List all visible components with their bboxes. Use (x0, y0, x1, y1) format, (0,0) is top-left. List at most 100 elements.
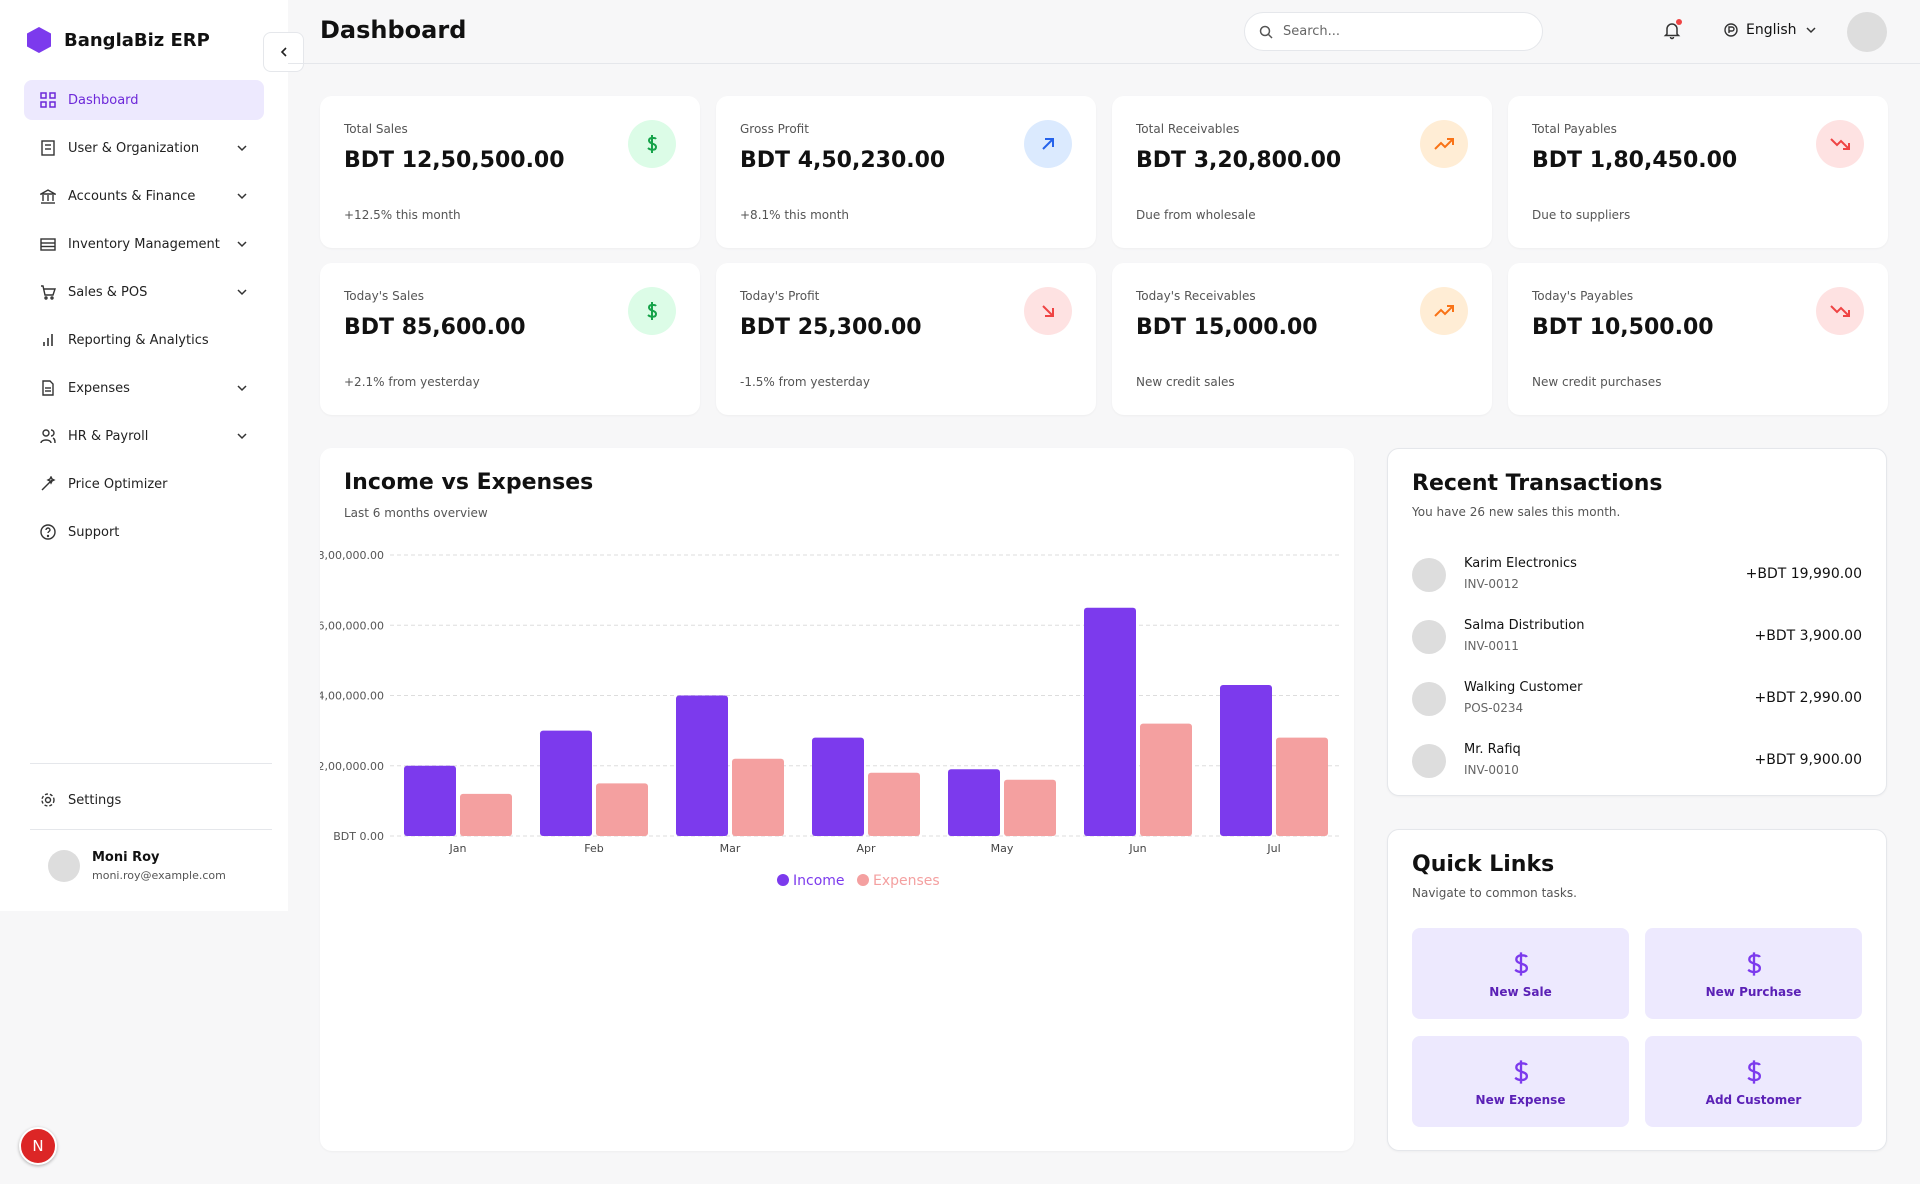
kpi-icon (1024, 287, 1072, 335)
transaction-amount: +BDT 2,990.00 (1754, 690, 1862, 706)
quick-links-title: Quick Links (1412, 852, 1555, 877)
nav-label: Settings (68, 792, 122, 808)
kpi-note: New credit purchases (1532, 375, 1662, 389)
chart: BDT 0.00 BDT 2,00,000.00 BDT 4,00,000.00 BD… (320, 549, 1342, 889)
nav-item[interactable]: Inventory Management (24, 224, 264, 264)
kpi-note: +12.5% this month (344, 208, 461, 222)
nav-item[interactable]: Sales & POS (24, 272, 264, 312)
divider (30, 829, 272, 830)
icon (1746, 951, 1761, 976)
brand-name: BanglaBiz ERP (64, 29, 210, 51)
nav-label: Dashboard (68, 92, 139, 108)
nav-item[interactable]: Support (24, 512, 264, 552)
x-tick-label: Apr (856, 842, 876, 855)
nav-label: Expenses (68, 380, 130, 396)
quick-links-subtitle: Navigate to common tasks. (1412, 886, 1577, 900)
quick-link-label: Add Customer (1705, 1092, 1802, 1107)
search-placeholder: Search... (1283, 24, 1341, 39)
kpi-card: Today's Receivables BDT 15,000.00 New cred… (1112, 263, 1492, 415)
legend-label: Income (793, 873, 845, 889)
kpi-value: BDT 10,500.00 (1532, 315, 1714, 340)
transaction-amount: +BDT 9,900.00 (1754, 752, 1862, 768)
bar (732, 758, 784, 836)
kpi-note: Due to suppliers (1532, 208, 1631, 222)
nav-item[interactable]: Price Optimizer (24, 464, 264, 504)
kpi-label: Total Payables (1532, 122, 1617, 136)
header-border (288, 63, 1920, 64)
y-tick-label: BDT 4,00,000.00 (320, 690, 384, 703)
search-box[interactable]: Search... (1244, 12, 1543, 51)
quick-link[interactable]: Add Customer (1645, 1036, 1862, 1127)
kpi-card: Today's Sales BDT 85,600.00 +2.1% from yes… (320, 263, 700, 415)
bar (948, 769, 1000, 836)
notification-bell[interactable] (1660, 18, 1684, 42)
nav-item[interactable]: Reporting & Analytics (24, 320, 264, 360)
bar (460, 793, 512, 836)
kpi-label: Total Sales (344, 122, 408, 136)
kpi-note: +2.1% from yesterday (344, 375, 480, 389)
collapse-button[interactable] (263, 32, 304, 72)
transaction-avatar (1412, 744, 1446, 778)
icon (1746, 1059, 1761, 1084)
quick-link[interactable]: New Purchase (1645, 928, 1862, 1019)
page-title: Dashboard (320, 16, 467, 44)
x-tick-label: Jul (1266, 842, 1280, 855)
kpi-label: Today's Sales (344, 289, 425, 303)
chart-subtitle: Last 6 months overview (344, 506, 488, 520)
kpi-icon (1816, 287, 1864, 335)
legend-swatch (777, 874, 789, 886)
y-tick-label: BDT 2,00,000.00 (320, 760, 384, 773)
transaction-row[interactable]: Mr. Rafiq INV-0010 +BDT 9,900.00 (1412, 736, 1862, 786)
y-tick-label: BDT 0.00 (333, 830, 384, 843)
x-tick-label: Jun (1128, 842, 1146, 855)
icon (647, 302, 658, 320)
bar (1276, 737, 1328, 836)
kpi-card: Total Payables BDT 1,80,450.00 Due to supp… (1508, 96, 1888, 248)
nav-item[interactable]: Settings (24, 780, 264, 820)
kpi-note: -1.5% from yesterday (740, 375, 870, 389)
icon (1434, 138, 1454, 150)
icon (1830, 138, 1850, 150)
transaction-name: Mr. Rafiq (1464, 742, 1521, 757)
kpi-card: Today's Profit BDT 25,300.00 -1.5% from ye… (716, 263, 1096, 415)
nav-label: Sales & POS (68, 284, 148, 300)
kpi-card: Today's Payables BDT 10,500.00 New credit … (1508, 263, 1888, 415)
kpi-label: Today's Payables (1532, 289, 1634, 303)
nav-label: Reporting & Analytics (68, 332, 209, 348)
transaction-avatar (1412, 682, 1446, 716)
kpi-icon (1420, 287, 1468, 335)
language-select[interactable]: English (1724, 22, 1817, 38)
header-avatar[interactable] (1847, 12, 1887, 52)
y-tick-label: BDT 8,00,000.00 (320, 549, 384, 562)
transaction-avatar (1412, 620, 1446, 654)
transaction-name: Walking Customer (1464, 680, 1583, 695)
nav-item[interactable]: Expenses (24, 368, 264, 408)
nav-item[interactable]: HR & Payroll (24, 416, 264, 456)
quick-link[interactable]: New Sale (1412, 928, 1629, 1019)
icon (1830, 305, 1850, 317)
quick-link[interactable]: New Expense (1412, 1036, 1629, 1127)
transaction-row[interactable]: Salma Distribution INV-0011 +BDT 3,900.00 (1412, 612, 1862, 662)
kpi-label: Total Receivables (1136, 122, 1240, 136)
transaction-id: INV-0010 (1464, 763, 1519, 777)
dev-badge[interactable]: N (19, 1127, 57, 1165)
nav-label: HR & Payroll (68, 428, 149, 444)
transaction-row[interactable]: Walking Customer POS-0234 +BDT 2,990.00 (1412, 674, 1862, 724)
nav-item[interactable]: Dashboard (24, 80, 264, 120)
transaction-row[interactable]: Karim Electronics INV-0012 +BDT 19,990.00 (1412, 550, 1862, 600)
nav-label: Accounts & Finance (68, 188, 196, 204)
icon (1434, 305, 1454, 317)
nav-item[interactable]: User & Organization (24, 128, 264, 168)
logo (27, 27, 51, 53)
brand[interactable]: BanglaBiz ERP (26, 26, 210, 54)
transaction-amount: +BDT 3,900.00 (1754, 628, 1862, 644)
kpi-value: BDT 12,50,500.00 (344, 148, 565, 173)
nav-item[interactable]: Accounts & Finance (24, 176, 264, 216)
chart-title: Income vs Expenses (344, 470, 594, 495)
bar (404, 765, 456, 836)
chart-card: Income vs Expenses Last 6 months overvie… (320, 448, 1354, 1151)
bar (1220, 684, 1272, 836)
legend-swatch (857, 874, 869, 886)
transaction-amount: +BDT 19,990.00 (1745, 566, 1862, 582)
kpi-icon (1816, 120, 1864, 168)
